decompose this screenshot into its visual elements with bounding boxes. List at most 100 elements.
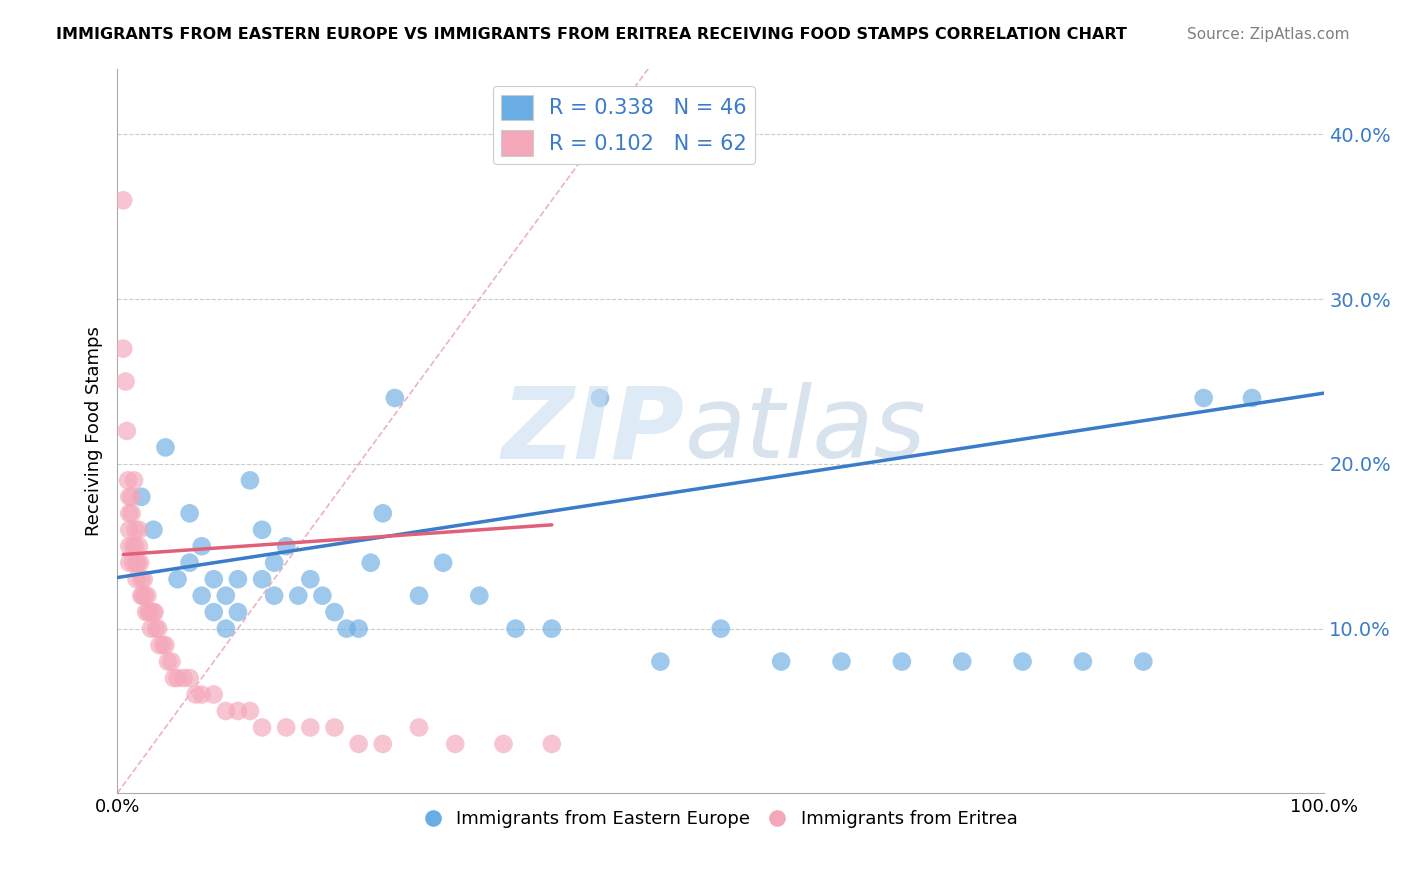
Point [131, 572, 153, 586]
Point [190, 539, 212, 553]
Point [371, 506, 394, 520]
Point [156, 655, 179, 669]
Point [142, 605, 165, 619]
Point [124, 523, 146, 537]
Point [540, 622, 562, 636]
Point [226, 605, 249, 619]
Point [444, 737, 467, 751]
Point [131, 589, 153, 603]
Point [384, 391, 406, 405]
Point [117, 474, 139, 488]
Point [263, 556, 285, 570]
Point [124, 539, 146, 553]
Point [121, 506, 143, 520]
Point [122, 556, 145, 570]
Point [179, 556, 201, 570]
Point [250, 523, 273, 537]
Point [276, 721, 298, 735]
Point [160, 655, 183, 669]
Text: Source: ZipAtlas.com: Source: ZipAtlas.com [1187, 27, 1350, 42]
Point [129, 556, 152, 570]
Point [122, 474, 145, 488]
Point [155, 441, 177, 455]
Point [276, 539, 298, 553]
Point [299, 721, 322, 735]
Point [1011, 655, 1033, 669]
Point [166, 671, 188, 685]
Point [114, 375, 136, 389]
Point [142, 523, 165, 537]
Point [215, 589, 238, 603]
Point [650, 655, 672, 669]
Point [1071, 655, 1094, 669]
Point [125, 556, 148, 570]
Point [139, 622, 162, 636]
Point [239, 704, 262, 718]
Point [202, 605, 225, 619]
Point [1132, 655, 1154, 669]
Text: IMMIGRANTS FROM EASTERN EUROPE VS IMMIGRANTS FROM ERITREA RECEIVING FOOD STAMPS : IMMIGRANTS FROM EASTERN EUROPE VS IMMIGR… [56, 27, 1128, 42]
Point [202, 688, 225, 702]
Point [125, 572, 148, 586]
Point [121, 490, 143, 504]
Point [250, 721, 273, 735]
Point [122, 539, 145, 553]
Point [139, 605, 162, 619]
Point [179, 506, 201, 520]
Point [505, 622, 527, 636]
Point [432, 556, 454, 570]
Point [118, 539, 141, 553]
Point [311, 589, 333, 603]
Point [323, 721, 346, 735]
Point [118, 506, 141, 520]
Point [950, 655, 973, 669]
Point [132, 572, 155, 586]
Point [136, 589, 159, 603]
Point [184, 688, 207, 702]
Text: ZIP: ZIP [502, 383, 685, 479]
Point [145, 622, 167, 636]
Point [163, 671, 186, 685]
Point [215, 704, 238, 718]
Point [408, 721, 430, 735]
Text: atlas: atlas [685, 383, 927, 479]
Point [131, 490, 153, 504]
Point [179, 671, 201, 685]
Point [143, 605, 166, 619]
Point [131, 589, 153, 603]
Point [226, 704, 249, 718]
Point [148, 638, 170, 652]
Point [890, 655, 912, 669]
Point [128, 523, 150, 537]
Point [589, 391, 612, 405]
Point [492, 737, 515, 751]
Point [226, 572, 249, 586]
Point [112, 342, 135, 356]
Point [173, 671, 195, 685]
Point [323, 605, 346, 619]
Point [138, 605, 160, 619]
Point [360, 556, 382, 570]
Point [190, 688, 212, 702]
Point [1240, 391, 1263, 405]
Point [115, 424, 138, 438]
Point [347, 737, 370, 751]
Point [118, 490, 141, 504]
Point [263, 589, 285, 603]
Y-axis label: Receiving Food Stamps: Receiving Food Stamps [86, 326, 103, 536]
Point [468, 589, 491, 603]
Point [127, 556, 149, 570]
Point [335, 622, 357, 636]
Point [239, 474, 262, 488]
Point [155, 638, 177, 652]
Point [118, 523, 141, 537]
Point [371, 737, 394, 751]
Point [112, 194, 135, 208]
Point [166, 572, 188, 586]
Point [134, 589, 156, 603]
Point [202, 572, 225, 586]
Point [1192, 391, 1215, 405]
Point [152, 638, 174, 652]
Point [148, 622, 170, 636]
Point [118, 556, 141, 570]
